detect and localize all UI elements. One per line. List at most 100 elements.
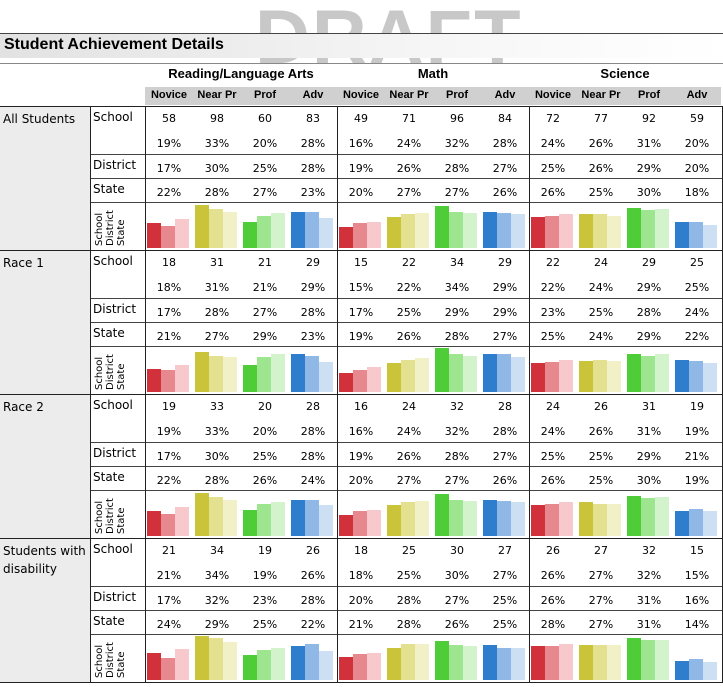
prof-district-bar <box>641 355 655 392</box>
state-pct: 26% <box>540 474 566 487</box>
count-value: 19 <box>690 400 704 413</box>
state-pct: 22% <box>684 330 710 343</box>
school-pct: 24% <box>540 137 566 150</box>
district-pct: 25% <box>252 450 278 463</box>
near_pr-district-bar <box>209 638 223 680</box>
adv-school-bar <box>291 499 305 536</box>
adv-district-bar <box>497 212 511 248</box>
school-pct: 20% <box>684 137 710 150</box>
state-pct: 22% <box>300 618 326 631</box>
count-value: 19 <box>258 544 272 557</box>
count-value: 19 <box>162 400 176 413</box>
novice-state-bar <box>175 648 189 680</box>
school-pct: 27% <box>492 569 518 582</box>
group-top-rule <box>0 538 723 539</box>
count-value: 72 <box>546 112 560 125</box>
adv-state-bar <box>511 502 525 536</box>
near_pr-district-bar <box>593 359 607 392</box>
district-pct: 26% <box>540 594 566 607</box>
level-header: Adv <box>302 89 324 101</box>
count-value: 71 <box>402 112 416 125</box>
novice-school-bar <box>339 656 353 680</box>
school-pct: 22% <box>540 281 566 294</box>
near_pr-district-bar <box>593 644 607 680</box>
row-rule <box>90 610 723 611</box>
legend-item: District <box>105 498 116 534</box>
adv-school-bar <box>675 511 689 536</box>
prof-district-bar <box>449 644 463 680</box>
legend-item: State <box>116 363 127 390</box>
count-value: 18 <box>354 544 368 557</box>
novice-school-bar <box>147 652 161 680</box>
legend-item: District <box>105 210 116 246</box>
novice-state-bar <box>367 222 381 248</box>
row-rule <box>90 322 723 323</box>
school-pct: 18% <box>156 281 182 294</box>
near_pr-district-bar <box>401 214 415 248</box>
count-value: 31 <box>210 256 224 269</box>
school-pct: 16% <box>348 137 374 150</box>
school-pct: 28% <box>492 137 518 150</box>
state-pct: 29% <box>252 330 278 343</box>
school-pct: 28% <box>300 425 326 438</box>
adv-state-bar <box>703 511 717 536</box>
adv-school-bar <box>291 646 305 680</box>
district-pct: 19% <box>348 162 374 175</box>
near_pr-school-bar <box>195 351 209 392</box>
state-pct: 23% <box>300 330 326 343</box>
school-pct: 31% <box>204 281 230 294</box>
group-top-rule <box>0 250 723 251</box>
prof-state-bar <box>271 502 285 536</box>
count-value: 77 <box>594 112 608 125</box>
legend-item: School <box>94 644 105 678</box>
level-header: Novice <box>534 89 572 101</box>
level-header: Prof <box>638 89 660 101</box>
table-top-rule <box>0 63 723 64</box>
row-rule <box>90 346 723 347</box>
novice-district-bar <box>545 646 559 680</box>
near_pr-school-bar <box>387 647 401 680</box>
prof-state-bar <box>463 646 477 680</box>
level-header: Prof <box>254 89 276 101</box>
district-pct: 30% <box>204 162 230 175</box>
novice-state-bar <box>367 652 381 680</box>
group-name: Race 2 <box>3 400 44 414</box>
count-value: 24 <box>402 400 416 413</box>
district-pct: 17% <box>156 162 182 175</box>
row-label-state: State <box>93 182 125 196</box>
prof-school-bar <box>627 495 641 536</box>
column-rule <box>529 106 530 683</box>
state-pct: 25% <box>588 186 614 199</box>
novice-district-bar <box>161 225 175 248</box>
novice-school-bar <box>147 511 161 536</box>
row-label-district: District <box>93 590 137 604</box>
district-pct: 28% <box>300 594 326 607</box>
group-name: All Students <box>3 112 76 126</box>
near_pr-state-bar <box>223 642 237 680</box>
novice-state-bar <box>559 502 573 536</box>
adv-school-bar <box>483 211 497 248</box>
school-pct: 27% <box>588 569 614 582</box>
novice-school-bar <box>147 368 161 392</box>
near_pr-district-bar <box>593 214 607 248</box>
novice-district-bar <box>353 369 367 392</box>
school-pct: 20% <box>252 425 278 438</box>
district-pct: 30% <box>204 450 230 463</box>
school-pct: 25% <box>684 281 710 294</box>
district-pct: 26% <box>588 162 614 175</box>
state-pct: 28% <box>396 618 422 631</box>
novice-school-bar <box>531 504 545 536</box>
row-rule <box>90 466 723 467</box>
state-pct: 20% <box>348 474 374 487</box>
novice-district-bar <box>545 362 559 392</box>
prof-school-bar <box>243 655 257 680</box>
count-value: 33 <box>210 400 224 413</box>
level-header: Near Pr <box>581 89 621 101</box>
prof-state-bar <box>463 355 477 392</box>
adv-state-bar <box>319 218 333 248</box>
near_pr-school-bar <box>195 205 209 248</box>
table-bottom-rule <box>0 682 723 683</box>
count-value: 27 <box>594 544 608 557</box>
novice-school-bar <box>339 372 353 392</box>
row-label-district: District <box>93 446 137 460</box>
